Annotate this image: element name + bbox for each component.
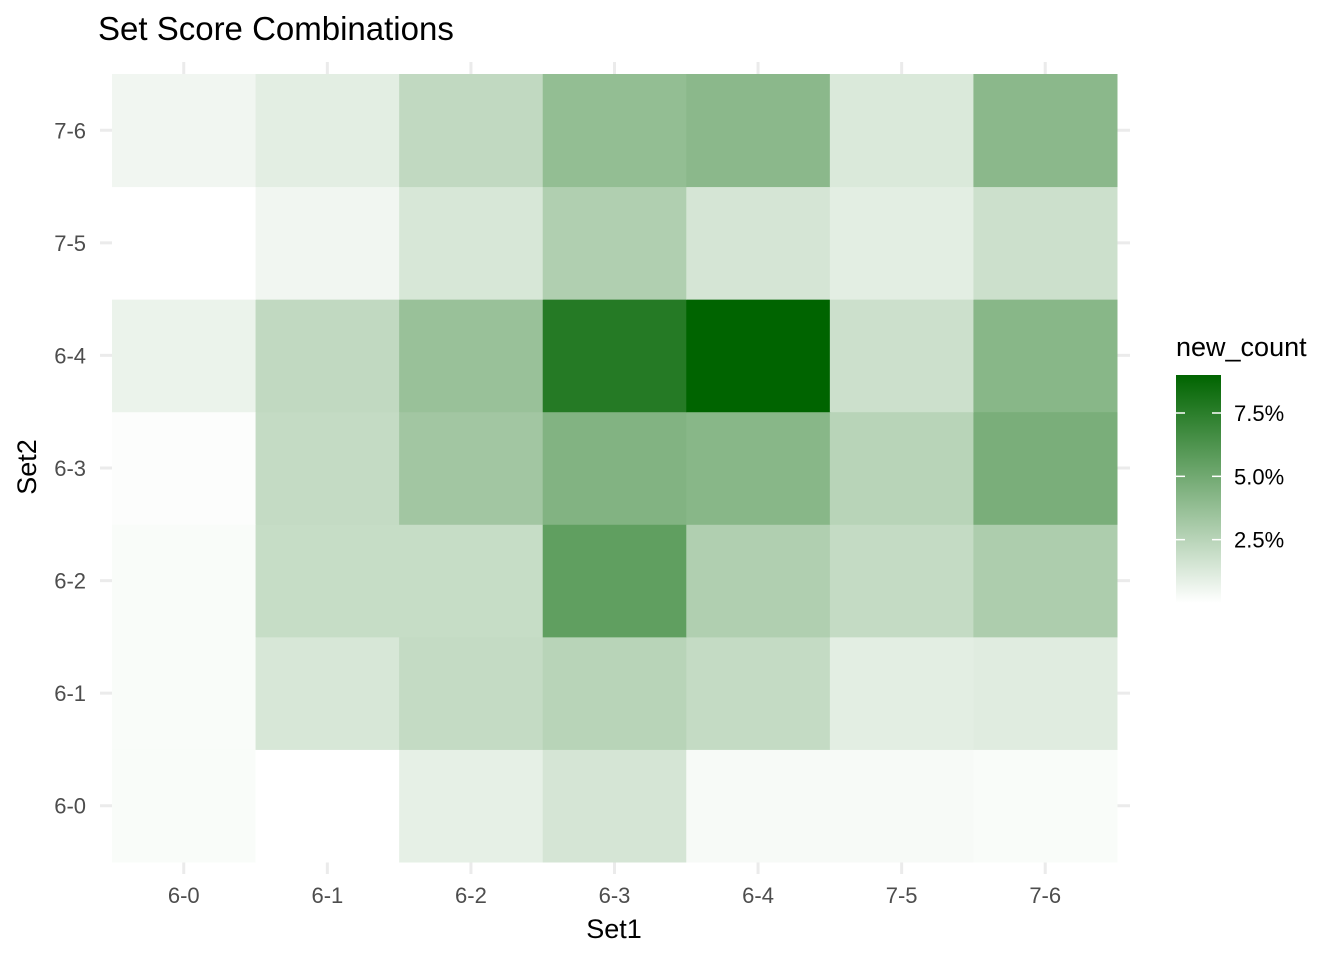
tile-7-5-by-7-5 [829, 186, 974, 300]
legend-colorbar [1176, 375, 1221, 603]
y-tick-label: 6-4 [54, 343, 86, 368]
legend-tick-label: 2.5% [1234, 528, 1284, 553]
tile-6-0-by-6-0 [112, 749, 257, 863]
color-legend: new_count 2.5% 5.0% 7.5% [1176, 332, 1307, 603]
tile-7-6-by-6-4 [973, 299, 1118, 413]
x-axis-title: Set1 [586, 914, 642, 944]
y-tick-label: 6-1 [54, 681, 86, 706]
legend-tick-label: 5.0% [1234, 464, 1284, 489]
tile-6-4-by-6-0 [686, 749, 831, 863]
tile-7-6-by-6-0 [973, 749, 1118, 863]
tile-6-1-by-6-3 [255, 411, 400, 525]
tile-6-3-by-7-5 [542, 186, 687, 300]
y-tick-label: 7-6 [54, 118, 86, 143]
tile-6-1-by-7-6 [255, 74, 400, 188]
tile-6-3-by-6-1 [542, 636, 687, 750]
x-tick-label: 6-1 [311, 883, 343, 908]
tile-7-5-by-6-1 [829, 636, 974, 750]
tile-6-1-by-6-0 [255, 749, 400, 863]
tile-6-2-by-6-4 [399, 299, 544, 413]
tile-6-2-by-6-1 [399, 636, 544, 750]
tile-7-6-by-7-6 [973, 74, 1118, 188]
y-tick-label: 6-3 [54, 456, 86, 481]
x-tick-label: 6-0 [168, 883, 200, 908]
tile-6-4-by-6-3 [686, 411, 831, 525]
legend-tick-label: 7.5% [1234, 401, 1284, 426]
tile-6-3-by-6-3 [542, 411, 687, 525]
tile-7-5-by-6-0 [829, 749, 974, 863]
y-tick-label: 7-5 [54, 231, 86, 256]
tile-6-3-by-6-4 [542, 299, 687, 413]
tile-7-6-by-6-1 [973, 636, 1118, 750]
heatmap-tiles [112, 74, 1118, 863]
x-tick-label: 7-6 [1029, 883, 1061, 908]
tile-6-4-by-6-4 [686, 299, 831, 413]
tile-6-1-by-7-5 [255, 186, 400, 300]
tile-7-5-by-6-4 [829, 299, 974, 413]
tile-6-4-by-7-6 [686, 74, 831, 188]
tile-6-2-by-6-0 [399, 749, 544, 863]
tile-6-3-by-6-2 [542, 524, 687, 638]
tile-6-0-by-7-6 [112, 74, 257, 188]
tile-6-2-by-6-2 [399, 524, 544, 638]
tile-7-5-by-7-6 [829, 74, 974, 188]
tile-6-1-by-6-1 [255, 636, 400, 750]
y-tick-label: 6-0 [54, 794, 86, 819]
tile-7-6-by-7-5 [973, 186, 1118, 300]
y-tick-label: 6-2 [54, 569, 86, 594]
tile-6-0-by-6-2 [112, 524, 257, 638]
legend-title: new_count [1176, 332, 1307, 362]
tile-6-0-by-6-4 [112, 299, 257, 413]
tile-7-6-by-6-3 [973, 411, 1118, 525]
tile-6-2-by-7-5 [399, 186, 544, 300]
tile-6-1-by-6-2 [255, 524, 400, 638]
x-tick-label: 7-5 [886, 883, 918, 908]
legend-ticks: 2.5% 5.0% 7.5% [1176, 401, 1284, 553]
tile-6-4-by-7-5 [686, 186, 831, 300]
x-tick-label: 6-4 [742, 883, 774, 908]
tile-7-5-by-6-2 [829, 524, 974, 638]
tile-6-3-by-6-0 [542, 749, 687, 863]
tile-6-0-by-6-1 [112, 636, 257, 750]
tile-6-4-by-6-1 [686, 636, 831, 750]
tile-6-3-by-7-6 [542, 74, 687, 188]
tile-6-1-by-6-4 [255, 299, 400, 413]
x-axis-ticks: 6-0 6-1 6-2 6-3 6-4 7-5 7-6 [168, 883, 1061, 908]
chart-title: Set Score Combinations [98, 10, 454, 47]
x-tick-label: 6-2 [455, 883, 487, 908]
tile-7-5-by-6-3 [829, 411, 974, 525]
y-axis-ticks: 6-0 6-1 6-2 6-3 6-4 7-5 7-6 [54, 118, 86, 818]
tile-6-0-by-7-5 [112, 186, 257, 300]
tile-6-4-by-6-2 [686, 524, 831, 638]
tile-7-6-by-6-2 [973, 524, 1118, 638]
tile-6-0-by-6-3 [112, 411, 257, 525]
tile-6-2-by-6-3 [399, 411, 544, 525]
y-axis-title: Set2 [12, 439, 42, 495]
x-tick-label: 6-3 [599, 883, 631, 908]
tile-6-2-by-7-6 [399, 74, 544, 188]
